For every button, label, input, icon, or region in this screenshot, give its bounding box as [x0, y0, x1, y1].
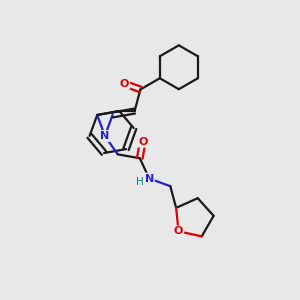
- Text: O: O: [138, 137, 147, 147]
- Text: O: O: [174, 226, 183, 236]
- Text: N: N: [145, 173, 154, 184]
- Text: N: N: [100, 131, 110, 141]
- Text: H: H: [136, 177, 144, 187]
- Text: O: O: [120, 79, 129, 89]
